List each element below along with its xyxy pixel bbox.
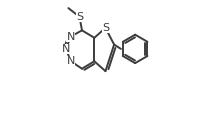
Text: S: S bbox=[102, 23, 109, 33]
Text: N: N bbox=[67, 56, 75, 66]
Text: N: N bbox=[67, 32, 75, 42]
Text: S: S bbox=[76, 12, 83, 22]
Text: N: N bbox=[62, 44, 70, 54]
